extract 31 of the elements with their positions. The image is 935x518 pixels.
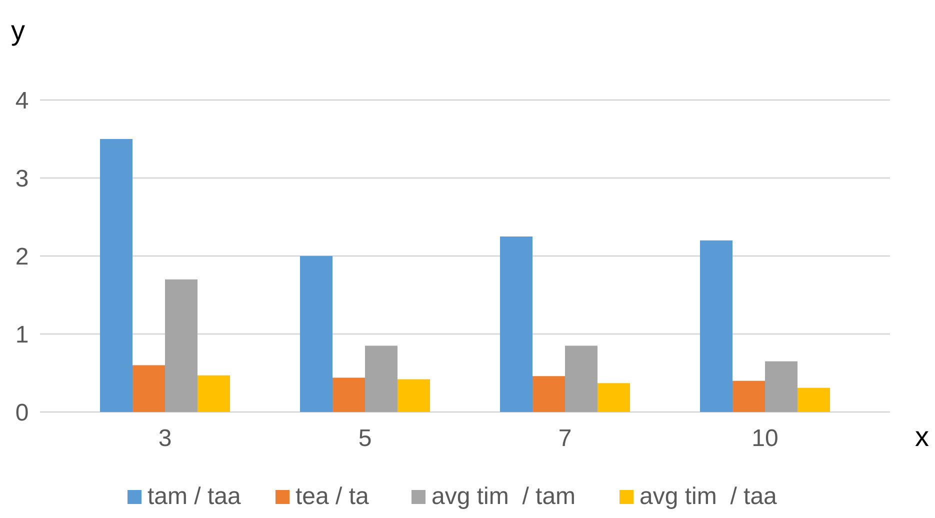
bar [332, 378, 365, 412]
bar [500, 236, 532, 412]
bar [198, 375, 230, 412]
legend-label: tam / taa [148, 483, 242, 510]
bar [598, 383, 630, 412]
legend-label: avg tim / taa [640, 483, 778, 510]
bar [532, 376, 565, 412]
bar [565, 346, 598, 412]
x-tick-label: 7 [558, 425, 572, 452]
bar [365, 346, 398, 412]
y-tick-label: 3 [15, 165, 29, 192]
legend-label: avg tim / tam [432, 483, 576, 510]
x-tick-label: 10 [752, 425, 778, 452]
y-tick-label: 0 [15, 399, 29, 426]
bar [700, 240, 732, 412]
bar [398, 379, 430, 412]
x-tick-label: 3 [158, 425, 172, 452]
y-tick-label: 4 [15, 87, 29, 114]
bar [300, 256, 332, 412]
x-tick-label: 5 [358, 425, 372, 452]
y-tick-label: 1 [15, 321, 29, 348]
bar [100, 139, 132, 412]
bar [732, 380, 765, 412]
bar [165, 279, 198, 412]
bar [765, 361, 798, 412]
bar [132, 365, 165, 412]
y-axis-title: y [11, 15, 25, 46]
x-axis-title: x [915, 421, 929, 452]
bar [798, 388, 830, 412]
y-tick-label: 2 [15, 243, 29, 270]
legend-label: tea / ta [296, 483, 370, 510]
